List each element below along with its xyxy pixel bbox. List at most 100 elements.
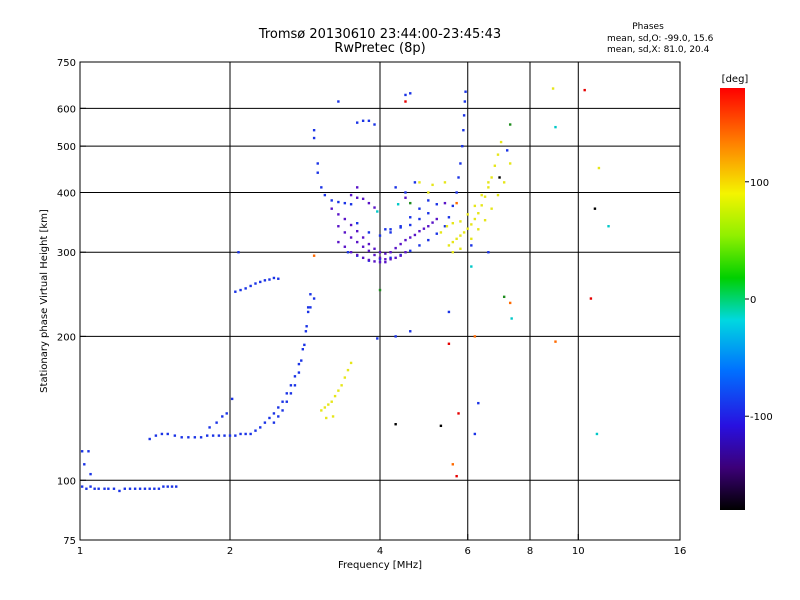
data-point xyxy=(445,225,449,228)
data-point xyxy=(320,409,323,412)
data-point xyxy=(464,90,467,93)
data-point xyxy=(496,193,500,197)
data-point xyxy=(343,217,347,221)
data-point xyxy=(413,181,417,184)
data-point xyxy=(211,434,215,437)
data-point xyxy=(361,119,365,122)
data-point xyxy=(447,310,451,314)
data-point xyxy=(384,228,387,231)
data-point xyxy=(162,485,165,488)
data-point xyxy=(473,335,477,338)
data-point xyxy=(459,247,462,250)
data-point xyxy=(589,297,593,300)
data-point xyxy=(409,216,412,219)
data-point xyxy=(173,434,177,437)
data-point xyxy=(373,206,376,209)
data-point xyxy=(508,123,512,126)
data-point xyxy=(373,260,376,263)
chart-title: Tromsø 20130610 23:44:00-23:45:43 xyxy=(258,27,501,42)
data-point xyxy=(462,231,466,234)
data-point xyxy=(451,222,455,225)
y-tick-label: 200 xyxy=(57,332,76,343)
data-point xyxy=(304,330,308,333)
data-point xyxy=(466,213,469,216)
data-point xyxy=(431,183,434,187)
y-tick-label: 750 xyxy=(57,58,76,69)
data-point xyxy=(490,207,493,210)
data-point xyxy=(435,203,438,206)
data-point xyxy=(107,487,110,490)
data-point xyxy=(413,233,417,237)
data-point xyxy=(221,415,224,418)
data-point xyxy=(462,129,465,132)
data-point xyxy=(320,186,323,189)
data-point xyxy=(234,290,237,293)
data-point xyxy=(493,164,497,167)
data-point xyxy=(346,251,350,254)
data-point xyxy=(259,280,262,284)
x-tick-label: 8 xyxy=(527,546,533,557)
data-point xyxy=(367,242,371,246)
data-point xyxy=(447,244,451,247)
data-point xyxy=(447,216,451,219)
data-point xyxy=(409,249,412,253)
data-point xyxy=(206,434,209,437)
data-point xyxy=(356,196,359,199)
x-tick-label: 1 xyxy=(77,546,83,557)
data-points xyxy=(80,87,610,493)
data-point xyxy=(498,176,501,179)
phases-info-o-mode: mean, sd,O: -99.0, 15.6 xyxy=(607,34,714,44)
data-point xyxy=(166,485,169,488)
data-point xyxy=(309,293,312,296)
data-point xyxy=(394,335,397,338)
data-point xyxy=(234,434,237,437)
data-point xyxy=(306,306,310,309)
data-point xyxy=(293,384,297,387)
data-point xyxy=(473,432,477,436)
data-point xyxy=(301,348,305,351)
y-axis-label: Stationary phase Virtual Height [km] xyxy=(39,209,50,393)
data-point xyxy=(187,436,190,439)
data-point xyxy=(337,225,340,228)
data-point xyxy=(337,200,340,204)
data-point xyxy=(356,253,359,257)
data-point xyxy=(356,222,359,225)
data-point xyxy=(502,181,506,184)
data-point xyxy=(133,487,137,490)
data-point xyxy=(180,436,183,439)
data-point xyxy=(316,162,319,165)
data-point xyxy=(487,181,490,184)
data-point xyxy=(477,401,480,405)
data-point xyxy=(268,416,271,420)
x-axis-label: Frequency [MHz] xyxy=(338,560,422,571)
data-point xyxy=(376,337,379,340)
x-tick-label: 4 xyxy=(377,546,383,557)
data-point xyxy=(138,487,142,490)
data-point xyxy=(508,162,512,165)
data-point xyxy=(325,416,328,420)
data-point xyxy=(396,203,400,206)
data-point xyxy=(249,284,252,288)
data-point xyxy=(300,359,303,362)
data-point xyxy=(373,247,376,250)
data-point xyxy=(361,236,365,239)
data-point xyxy=(323,406,327,409)
data-point xyxy=(459,220,462,223)
data-point xyxy=(305,325,308,328)
data-point xyxy=(337,240,340,244)
data-point xyxy=(389,228,392,231)
data-point xyxy=(277,277,280,280)
data-point xyxy=(175,485,178,488)
data-point xyxy=(427,212,430,215)
data-point xyxy=(254,429,257,432)
data-point xyxy=(418,217,421,221)
data-point xyxy=(404,251,407,254)
data-point xyxy=(80,450,84,453)
data-point xyxy=(112,487,116,490)
data-point xyxy=(239,432,242,436)
data-point xyxy=(349,236,353,239)
data-point xyxy=(457,176,460,179)
data-point xyxy=(277,415,280,418)
data-point xyxy=(418,181,421,184)
